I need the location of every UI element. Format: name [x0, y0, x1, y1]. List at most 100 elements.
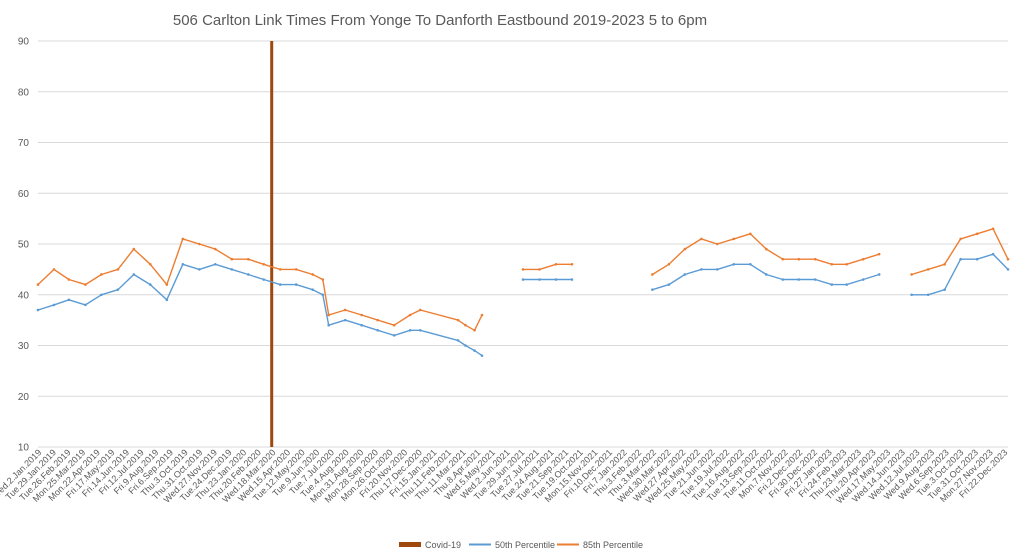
50th-percentile-point: [538, 278, 541, 281]
85th-percentile-point: [278, 268, 282, 271]
50th-percentile-point: [52, 303, 56, 307]
85th-percentile-point: [84, 283, 87, 286]
y-tick-label: 90: [18, 37, 30, 48]
85th-percentile-point: [181, 237, 185, 241]
85th-percentile-point: [392, 323, 396, 327]
50th-percentile-point: [651, 288, 654, 291]
85th-percentile-point: [861, 257, 865, 261]
85th-percentile-point: [480, 313, 484, 317]
85th-percentile-point: [749, 232, 752, 236]
85th-percentile-point: [311, 273, 315, 276]
85th-percentile-point: [651, 273, 654, 276]
85th-percentile-point: [100, 273, 103, 276]
85th-percentile-point: [538, 268, 541, 271]
covid-19-bar: [270, 41, 274, 447]
85th-percentile-point: [764, 247, 768, 251]
50th-percentile-point: [716, 268, 719, 271]
85th-percentile-point: [830, 263, 834, 266]
50th-percentile-point: [845, 283, 848, 286]
legend-swatch-covid-19: [399, 542, 421, 547]
85th-percentile-point: [877, 252, 881, 256]
50th-percentile-point: [683, 273, 687, 276]
50th-percentile-point: [116, 288, 120, 291]
50th-percentile-point: [667, 283, 671, 286]
50th-percentile-point: [781, 278, 785, 281]
y-tick-label: 50: [18, 240, 30, 251]
85th-percentile-point: [321, 278, 325, 281]
50th-percentile-point: [861, 278, 865, 281]
y-tick-label: 10: [18, 443, 30, 454]
50th-percentile-point: [877, 273, 881, 276]
50th-percentile-point: [926, 293, 930, 297]
50th-percentile-point: [230, 268, 234, 271]
chart-title: 506 Carlton Link Times From Yonge To Dan…: [173, 12, 707, 29]
50th-percentile-point: [392, 334, 396, 337]
50th-percentile-point: [198, 268, 201, 271]
x-axis-tick-labels: Wed.2.Jan.2019Tue.29.Jan.2019Tue.26.Feb.…: [0, 447, 1009, 505]
legend-label-50th-percentile: 50th Percentile: [495, 540, 555, 550]
85th-percentile-point: [943, 263, 946, 266]
85th-percentile-point: [116, 268, 120, 271]
85th-percentile-point: [456, 318, 460, 322]
85th-percentile-point: [554, 263, 558, 266]
50th-percentile-point: [408, 328, 412, 332]
85th-percentile-point: [667, 263, 671, 266]
85th-percentile-point: [327, 313, 330, 317]
85th-percentile-point: [343, 308, 347, 312]
85th-percentile-point: [991, 227, 995, 231]
50th-percentile-point: [764, 273, 768, 276]
50th-percentile-point: [327, 323, 330, 327]
85th-percentile-point: [813, 257, 817, 261]
85th-percentile-line: [523, 263, 572, 271]
85th-percentile-point: [213, 247, 217, 251]
85th-percentile-point: [246, 257, 250, 261]
50th-percentile-point: [991, 252, 995, 256]
50th-percentile-point: [830, 283, 834, 286]
85th-percentile-point: [262, 263, 266, 266]
50th-percentile-point: [456, 339, 460, 342]
50th-percentile-point: [360, 323, 363, 327]
50th-percentile-point: [910, 293, 913, 297]
85th-percentile-point: [230, 257, 234, 261]
50th-percentile-point: [262, 278, 266, 281]
50th-percentile-point: [554, 278, 558, 281]
85th-percentile-point: [732, 237, 736, 241]
85th-percentile-point: [360, 313, 363, 317]
50th-percentile-point: [700, 268, 703, 271]
50th-percentile-point: [376, 328, 379, 332]
y-tick-label: 40: [18, 290, 30, 301]
85th-percentile-point: [149, 263, 152, 266]
50th-percentile-point: [521, 278, 525, 281]
legend-label-85th-percentile: 85th Percentile: [583, 540, 643, 550]
85th-percentile-point: [797, 257, 801, 261]
85th-percentile-point: [376, 318, 379, 322]
85th-percentile-point: [570, 263, 574, 266]
y-tick-label: 30: [18, 341, 30, 352]
50th-percentile-point: [813, 278, 817, 281]
85th-percentile-point: [521, 268, 525, 271]
y-tick-label: 80: [18, 87, 30, 98]
85th-percentile-point: [716, 242, 719, 246]
50th-percentile-point: [343, 318, 347, 322]
85th-percentile-point: [910, 273, 913, 276]
50th-percentile-point: [473, 349, 476, 352]
50th-percentile-point: [464, 344, 467, 347]
85th-percentile-line: [37, 238, 483, 331]
85th-percentile-point: [52, 268, 56, 271]
85th-percentile-point: [1006, 257, 1010, 261]
50th-percentile-point: [36, 308, 40, 312]
50th-percentile-point: [84, 303, 87, 307]
85th-percentile-point: [198, 242, 201, 246]
85th-percentile-point: [132, 247, 136, 251]
50th-percentile-point: [294, 283, 298, 286]
85th-percentile-point: [165, 283, 169, 286]
legend: Covid-19 50th Percentile 85th Percentile: [399, 540, 643, 550]
50th-percentile-line: [37, 263, 483, 357]
y-tick-label: 60: [18, 189, 30, 200]
50th-percentile-point: [181, 263, 185, 266]
50th-percentile-point: [132, 273, 136, 276]
85th-percentile-point: [67, 278, 71, 281]
85th-percentile-point: [418, 308, 422, 312]
